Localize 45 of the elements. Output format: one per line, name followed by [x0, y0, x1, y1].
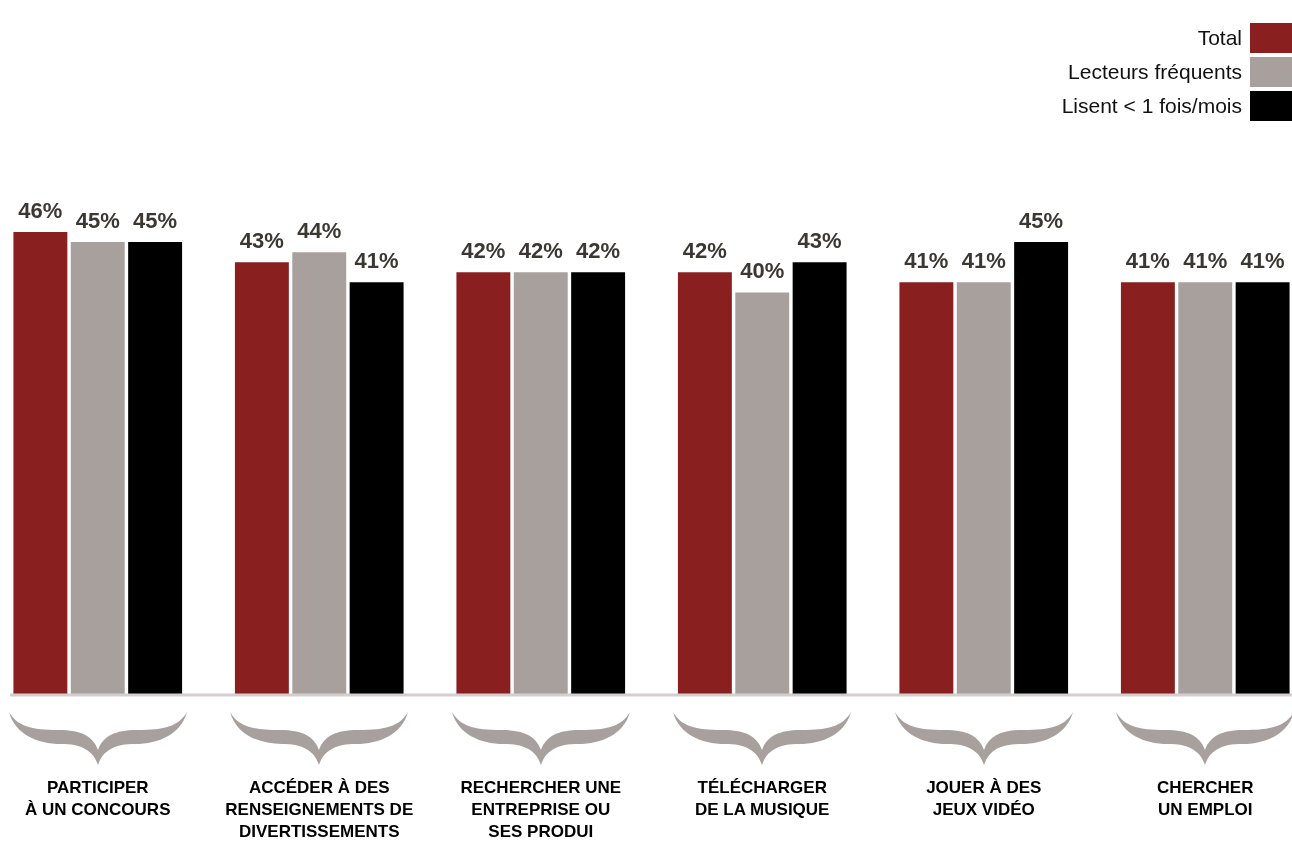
data-label: 41% [961, 248, 1006, 274]
bar [349, 282, 404, 695]
data-label: 41% [904, 248, 949, 274]
bar [1178, 282, 1233, 695]
data-label: 43% [797, 228, 842, 254]
x-tick-label: TÉLÉCHARGER DE LA MUSIQUE [695, 777, 830, 819]
bar [735, 292, 790, 695]
bar [292, 252, 347, 695]
bar [792, 262, 847, 695]
data-label: 41% [1183, 248, 1228, 274]
legend-label: Total [1197, 25, 1242, 51]
bar [571, 272, 626, 695]
data-label: 41% [1240, 248, 1285, 274]
x-tick-label: ACCÉDER À DES RENSEIGNEMENTS DE DIVERTISSEMENTS [225, 777, 414, 841]
bar [13, 232, 68, 695]
bar [513, 272, 568, 695]
bar [1120, 282, 1175, 695]
bar [899, 282, 954, 695]
bar [128, 242, 183, 695]
data-label: 43% [239, 228, 284, 254]
data-label: 45% [133, 208, 178, 234]
bar [956, 282, 1011, 695]
x-tick-label: PARTICIPER À UN CONCOURS [25, 777, 171, 819]
data-label: 42% [518, 238, 563, 264]
legend-label: Lisent < 1 fois/mois [1061, 93, 1242, 119]
x-tick-label: RECHERCHER UNE ENTREPRISE OU SES PRODUI [460, 777, 622, 841]
data-label: 42% [682, 238, 727, 264]
data-label: 42% [461, 238, 506, 264]
bar [677, 272, 732, 695]
data-label: 45% [1019, 208, 1064, 234]
bar [70, 242, 125, 695]
data-label: 40% [740, 258, 785, 284]
bar [456, 272, 511, 695]
data-label: 42% [576, 238, 621, 264]
x-tick-label: CHERCHER UN EMPLOI [1157, 777, 1254, 819]
data-label: 41% [354, 248, 399, 274]
x-tick-label: JOUER À DES JEUX VIDÉO [926, 777, 1042, 819]
data-label: 45% [75, 208, 120, 234]
data-label: 41% [1125, 248, 1170, 274]
legend-label: Lecteurs fréquents [1068, 59, 1242, 85]
data-label: 44% [297, 218, 342, 244]
bar [234, 262, 289, 695]
bar [1235, 282, 1290, 695]
data-label: 46% [18, 198, 63, 224]
bar [1014, 242, 1069, 695]
